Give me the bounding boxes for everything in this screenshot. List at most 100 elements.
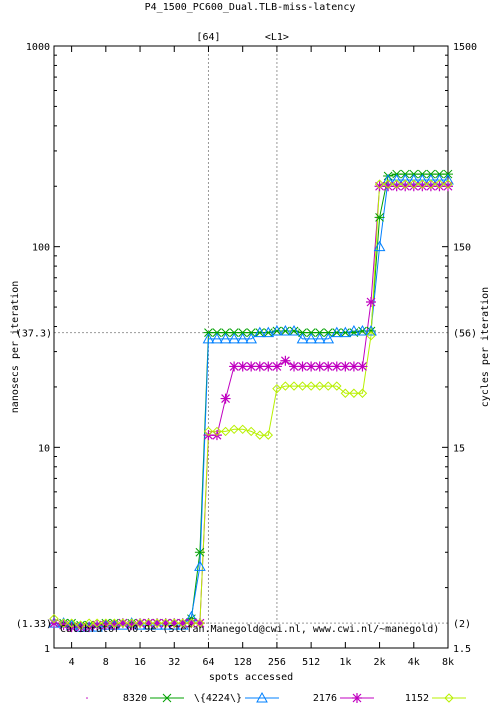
series-line-2 (53, 185, 448, 628)
data-point-3 (237, 424, 248, 434)
data-point-2 (443, 181, 453, 192)
data-point-0 (297, 328, 308, 337)
data-point-1 (313, 332, 326, 344)
data-point-2 (92, 620, 103, 631)
data-point-2 (143, 618, 154, 629)
y2-tick-label: 15 (453, 443, 465, 454)
data-point-1 (91, 621, 103, 632)
data-point-1 (211, 332, 223, 344)
data-point-1 (262, 326, 275, 338)
data-point-3 (118, 618, 128, 628)
x-tick-label: 512 (302, 657, 320, 668)
series-line-1 (54, 179, 448, 628)
data-point-2 (434, 181, 445, 192)
data-point-3 (135, 618, 145, 628)
data-point-3 (246, 426, 256, 437)
data-point-3 (426, 179, 436, 189)
data-point-3 (409, 179, 419, 189)
data-point-0 (289, 326, 300, 336)
data-point-1 (288, 324, 300, 336)
data-point-2 (246, 361, 257, 372)
data-point-3 (417, 179, 428, 189)
y2-axis-label: cycles per iteration (480, 287, 491, 407)
x-tick-label: 8k (442, 657, 454, 668)
chart-title: P4_1500_PC600_Dual.TLB-miss-latency (145, 2, 356, 13)
data-point-3 (443, 179, 453, 189)
data-point-0 (194, 547, 205, 557)
legend-dot (86, 697, 88, 699)
data-point-2 (417, 181, 428, 192)
data-point-3 (109, 618, 120, 628)
data-point-2 (194, 618, 205, 629)
data-point-2 (109, 620, 120, 631)
data-point-2 (297, 361, 308, 372)
x-tick-label: 1k (339, 657, 351, 668)
y-tick-label: 100 (32, 243, 50, 254)
x-tick-label: 64 (202, 657, 214, 668)
annotation-credit: Calibrator v0.9e (Stefan.Manegold@cwi.nl… (60, 624, 439, 635)
legend-marker (352, 693, 362, 703)
data-point-2 (289, 361, 300, 372)
data-point-0 (220, 328, 231, 337)
series-markers (48, 169, 454, 633)
series-lines (53, 173, 448, 628)
data-point-1 (194, 560, 206, 571)
data-point-0 (314, 328, 325, 337)
data-point-2 (263, 361, 274, 372)
data-point-3 (323, 381, 333, 391)
data-point-0 (280, 326, 291, 336)
data-point-3 (340, 388, 351, 398)
data-point-1 (253, 326, 266, 338)
data-point-3 (314, 381, 325, 391)
data-point-1 (228, 332, 240, 344)
y-tick-label: 1000 (26, 42, 50, 53)
data-point-0 (211, 328, 222, 337)
legend-label: 1152 (405, 693, 429, 704)
data-point-2 (100, 620, 111, 631)
y2-ref-label: (2) (453, 619, 471, 630)
data-point-2 (237, 361, 248, 372)
data-point-3 (126, 618, 137, 628)
data-point-0 (383, 171, 394, 181)
data-point-3 (306, 381, 316, 391)
data-point-3 (66, 618, 77, 628)
data-point-2 (340, 361, 351, 372)
data-point-2 (254, 361, 265, 372)
y2-tick-label: 150 (453, 243, 471, 254)
data-point-1 (365, 324, 377, 336)
grid-lines (54, 46, 448, 648)
data-point-3 (229, 424, 239, 434)
data-point-1 (348, 324, 360, 336)
data-point-3 (143, 618, 154, 628)
data-point-2 (58, 620, 69, 631)
data-point-2 (135, 618, 146, 629)
data-point-2 (169, 618, 180, 629)
legend-label: 8320 (123, 693, 147, 704)
data-point-2 (400, 181, 411, 192)
data-point-2 (391, 181, 402, 192)
data-point-1 (271, 324, 283, 336)
data-point-0 (374, 212, 385, 222)
data-point-0 (246, 328, 257, 337)
data-point-3 (263, 430, 274, 440)
data-point-1 (330, 326, 343, 338)
y2-tick-label: 1.5 (453, 644, 471, 655)
top-marker-label: [64] (196, 32, 220, 43)
data-point-0 (331, 328, 342, 337)
data-point-3 (357, 388, 368, 398)
data-point-3 (280, 381, 291, 391)
data-point-1 (245, 332, 258, 344)
x-tick-label: 256 (268, 657, 286, 668)
x-tick-label: 4k (408, 657, 420, 668)
x-tick-label: 128 (234, 657, 252, 668)
data-point-3 (160, 618, 171, 628)
data-point-2 (323, 361, 334, 372)
data-point-3 (58, 618, 69, 628)
y2-ref-label: (56) (453, 329, 477, 340)
series-line-0 (54, 173, 448, 626)
data-point-3 (349, 388, 359, 398)
data-point-2 (331, 361, 342, 372)
data-point-1 (322, 332, 335, 344)
data-point-2 (366, 296, 377, 307)
legend: 8320 \{4224\} 2176 1152 (86, 691, 466, 704)
